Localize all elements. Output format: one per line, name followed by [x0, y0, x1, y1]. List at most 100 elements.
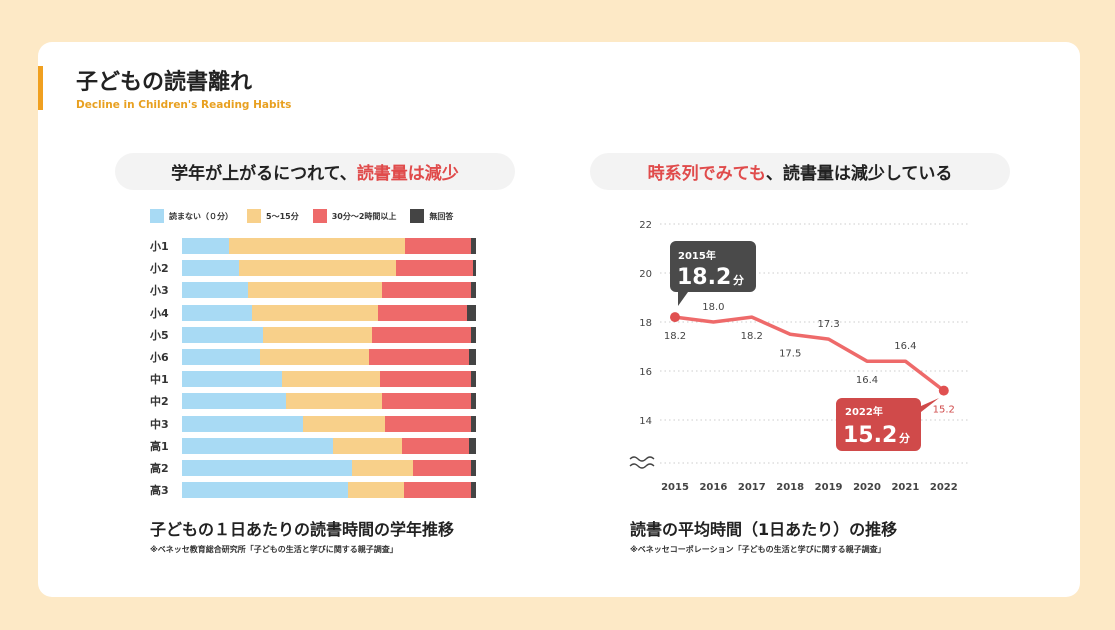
bar-segment	[182, 304, 253, 321]
data-point-end	[938, 385, 949, 396]
bar-legend: 読まない（０分） 5〜15分 30分〜2時間以上 無回答	[150, 209, 453, 223]
bar-segment	[182, 260, 239, 277]
bar-segment	[471, 238, 476, 255]
legend-item: 無回答	[410, 209, 453, 223]
data-label: 16.4	[894, 341, 916, 352]
y-tick-label: 16	[639, 367, 652, 378]
bar-segment	[351, 459, 414, 476]
bar-category-label: 高3	[150, 484, 169, 498]
legend-item: 30分〜2時間以上	[312, 209, 397, 223]
callout-end-value: 15.2	[843, 423, 897, 448]
left-heading-highlight: 読書量は減少	[356, 164, 459, 184]
stacked-bar	[182, 260, 476, 277]
stacked-bar	[182, 482, 476, 499]
callout-end-unit: 分	[899, 431, 910, 445]
bar-row: 中1	[150, 368, 476, 390]
bar-segment	[281, 371, 381, 388]
bar-row: 小1	[150, 235, 476, 257]
bar-segment	[303, 415, 386, 432]
bar-segment	[401, 437, 470, 454]
stacked-bar	[182, 371, 476, 388]
legend-label: 30分〜2時間以上	[331, 211, 397, 221]
bar-category-label: 高1	[150, 439, 169, 453]
right-heading-highlight: 時系列でみても	[647, 164, 766, 184]
bar-category-label: 小3	[150, 284, 169, 298]
bar-segment	[405, 238, 472, 255]
x-tick-label: 2022	[930, 482, 958, 493]
x-tick-label: 2015	[661, 482, 689, 493]
legend-label: 読まない（０分）	[169, 211, 233, 221]
bar-category-label: 小5	[150, 328, 169, 342]
left-heading-text: 学年が上がるにつれて、	[171, 164, 357, 184]
legend-swatch	[312, 209, 327, 223]
bar-category-label: 中1	[150, 373, 169, 387]
stacked-bar	[182, 393, 476, 410]
data-label: 18.2	[741, 331, 763, 342]
data-label: 15.2	[933, 405, 955, 416]
bar-segment	[182, 437, 333, 454]
bar-row: 小6	[150, 346, 476, 368]
bar-segment	[182, 326, 263, 343]
y-tick-label: 18	[639, 318, 652, 329]
legend-swatch	[247, 209, 261, 223]
legend-label: 無回答	[429, 211, 454, 221]
stacked-bar	[182, 437, 476, 454]
bar-segment	[182, 371, 282, 388]
stacked-bar	[182, 415, 476, 432]
bar-segment	[347, 482, 404, 499]
series-line	[674, 315, 945, 392]
bar-segment	[368, 349, 470, 366]
page-title: 子どもの読書離れ	[76, 70, 253, 95]
stacked-bar	[182, 304, 476, 321]
callout-start-value: 18.2	[677, 265, 731, 290]
bar-segment	[471, 482, 476, 499]
bar-segment	[182, 415, 304, 432]
bar-category-label: 小6	[150, 351, 169, 365]
right-chart-source: ※ベネッセコーポレーション「子どもの生活と学びに関する親子調査」	[630, 545, 886, 554]
legend-item: 5〜15分	[247, 209, 299, 223]
data-label: 18.0	[702, 302, 724, 313]
bar-row: 小4	[150, 302, 476, 324]
bar-row: 小5	[150, 324, 476, 346]
data-label: 17.3	[817, 319, 839, 330]
left-heading-pill: 学年が上がるにつれて、 読書量は減少	[115, 153, 515, 190]
bar-row: 小2	[150, 257, 476, 279]
bar-segment	[471, 459, 476, 476]
bar-segment	[471, 415, 476, 432]
bar-segment	[471, 371, 476, 388]
callout-end-box	[836, 398, 939, 451]
x-tick-label: 2019	[815, 482, 843, 493]
callout-start-box	[670, 241, 756, 306]
bar-segment	[396, 260, 474, 277]
y-tick-label: 22	[639, 220, 652, 231]
x-tick-label: 2021	[891, 482, 919, 493]
bar-segment	[378, 304, 468, 321]
page-subtitle: Decline in Children's Reading Habits	[76, 99, 292, 111]
data-label: 17.5	[779, 348, 801, 359]
bar-segment	[469, 437, 476, 454]
data-label: 18.2	[664, 331, 686, 342]
bar-category-label: 中2	[150, 395, 169, 409]
legend-item: 読まない（０分）	[150, 209, 233, 223]
bar-segment	[248, 282, 382, 299]
bar-category-label: 小1	[150, 240, 169, 254]
callout-start-year: 2015年	[678, 249, 716, 262]
legend-label: 5〜15分	[266, 211, 299, 221]
bar-segment	[182, 238, 230, 255]
stacked-bar	[182, 459, 476, 476]
bar-segment	[229, 238, 406, 255]
left-chart-source: ※ベネッセ教育総合研究所「子どもの生活と学びに関する親子調査」	[150, 545, 398, 554]
bar-segment	[238, 260, 397, 277]
bar-segment	[371, 326, 472, 343]
bar-row: 小3	[150, 279, 476, 301]
x-tick-label: 2017	[738, 482, 766, 493]
bar-category-label: 高2	[150, 461, 169, 475]
bar-segment	[182, 459, 352, 476]
right-chart-caption: 読書の平均時間（1日あたり）の推移	[630, 520, 898, 539]
bar-segment	[262, 326, 372, 343]
bar-row: 高1	[150, 435, 476, 457]
bar-segment	[332, 437, 402, 454]
bar-segment	[381, 393, 472, 410]
bar-category-label: 小2	[150, 262, 169, 276]
